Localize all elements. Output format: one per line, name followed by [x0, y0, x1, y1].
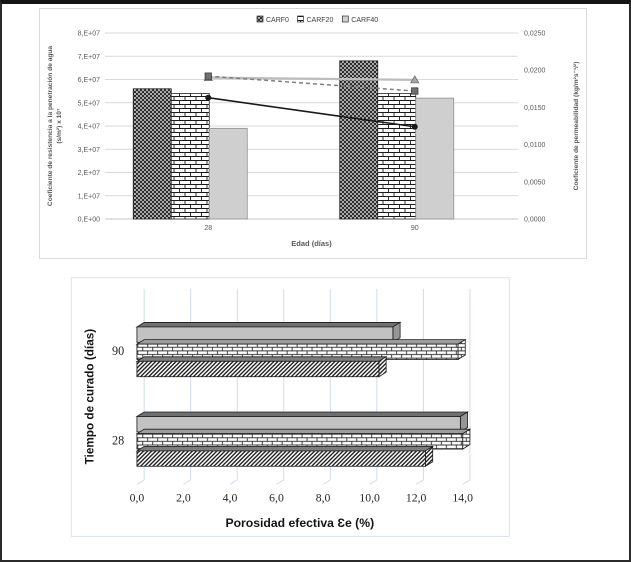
left-axis-tick: 2,E+07: [78, 170, 100, 177]
legend-label: CARF0: [266, 17, 289, 24]
marker-square: [204, 72, 212, 80]
right-axis-tick: 0,0050: [524, 179, 546, 186]
legend-swatch-CARF40: [341, 15, 349, 23]
x-axis-title: Porosidad efectiva Ɛe (%): [225, 516, 374, 530]
right-axis-title: Coeficiente de permeabilidad (kg/m²s⁻¹/²…: [573, 62, 580, 191]
x-axis-tick: 6,0: [269, 492, 284, 505]
x-axis-tick: 14,0: [452, 492, 473, 505]
legend-label: CARF20: [307, 17, 334, 24]
line-CARF40-permeabilidad: [208, 76, 415, 81]
bar-top-face: [135, 428, 472, 435]
x-category-label: 28: [204, 225, 212, 232]
bar-CARF40-28: [208, 127, 248, 220]
marker-square: [411, 87, 419, 95]
gridline-foot: [276, 479, 285, 485]
bar3d-CARF0-28: [135, 445, 435, 468]
left-axis-tick: 4,E+07: [78, 124, 100, 131]
y-category-label: 90: [112, 344, 124, 358]
left-axis-tick: 8,E+07: [78, 31, 100, 38]
x-axis-tick: 12,0: [406, 492, 427, 505]
bar3d-CARF0-90: [135, 356, 388, 378]
bar-front-face: [136, 450, 426, 467]
left-axis-tick: 0,E+00: [78, 217, 100, 224]
bar-CARF0-28: [132, 88, 172, 220]
bar-front-face: [136, 360, 380, 378]
x-axis-tick: 4,0: [223, 492, 238, 505]
bar-top-face: [135, 339, 467, 345]
bar-top-face: [135, 322, 402, 328]
y-category-label: 28: [112, 434, 124, 448]
gridline-foot: [415, 479, 424, 485]
left-axis-tick: 1,E+07: [78, 193, 100, 200]
bar-top-face: [135, 445, 435, 452]
line-CARF0-permeabilidad: [208, 96, 415, 128]
gridline-foot: [369, 479, 378, 485]
bar-CARF20-90: [377, 93, 417, 220]
y-axis-title: Tiempo de curado (días): [83, 329, 96, 465]
right-axis-tick: 0,0200: [524, 68, 546, 75]
bar-CARF40-90: [415, 97, 455, 220]
legend-swatch-CARF20: [297, 15, 304, 23]
right-axis-tick: 0,0250: [524, 31, 546, 38]
legend-label: CARF40: [351, 17, 378, 24]
left-axis-tick: 3,E+07: [78, 147, 100, 154]
legend-swatch-CARF0: [256, 15, 264, 23]
bar-top-face: [135, 411, 470, 417]
bar3d-CARF40-28: [135, 411, 470, 433]
x-axis-tick: 8,0: [316, 492, 331, 505]
right-axis-tick: 0,0000: [524, 217, 546, 224]
right-axis-tick: 0,0100: [524, 142, 546, 149]
bar-CARF0-90: [339, 60, 379, 220]
marker-triangle: [410, 75, 420, 84]
gridline-foot: [136, 479, 145, 485]
gridline-foot: [462, 479, 471, 485]
bar3d-CARF40-90: [135, 321, 402, 344]
x-axis-tick: 0,0: [130, 492, 145, 505]
x-category-label: 90: [411, 225, 419, 232]
x-axis-title: Edad (días): [291, 239, 332, 248]
combo-chart-water-penetration-permeability: 8,E+07 7,E+07 6,E+07 5,E+07 4,E+07 3,E+07 2,E+…: [39, 8, 587, 259]
effective-porosity-3d-bar-chart: 0,0 2,0 4,0 6,0 8,0 10,0 12,0 14,0 90 28 Tiempo de…: [70, 277, 510, 537]
marker-circle: [205, 94, 212, 101]
bar3d-CARF20-28: [135, 428, 472, 450]
gridline-foot: [229, 479, 238, 485]
x-axis-tick: 2,0: [176, 492, 191, 505]
left-axis-title-line1: Coeficiente de resistencia a la penetrac…: [47, 46, 54, 206]
right-axis-tick: 0,0150: [524, 105, 546, 112]
x-axis-tick: 10,0: [359, 492, 380, 505]
marker-circle: [411, 123, 418, 130]
left-axis-tick: 7,E+07: [78, 54, 100, 61]
left-axis-tick: 6,E+07: [78, 77, 100, 84]
gridline-foot: [322, 479, 331, 485]
bar-top-face: [135, 356, 388, 362]
left-axis-tick: 5,E+07: [78, 100, 100, 107]
top-chart-panel: [39, 8, 587, 259]
gridline-foot: [183, 479, 191, 485]
bar-CARF20-28: [170, 93, 210, 220]
left-axis-title-line2: (s/m²) x 10⁷: [56, 108, 63, 144]
